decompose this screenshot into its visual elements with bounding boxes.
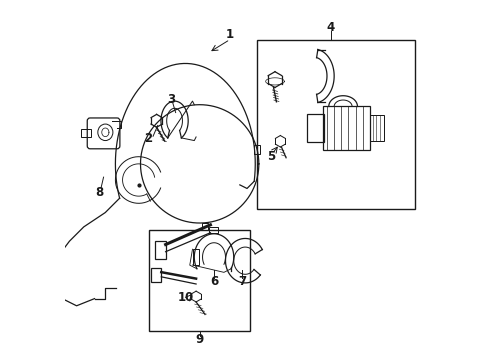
Bar (192, 249, 199, 265)
Bar (149, 230, 249, 330)
Text: 6: 6 (209, 275, 218, 288)
Text: 10: 10 (178, 291, 194, 304)
Text: 7: 7 (238, 275, 246, 288)
Bar (208, 227, 217, 233)
Bar (202, 223, 207, 230)
Bar (369, 116, 384, 140)
Bar (257, 40, 414, 209)
Text: 3: 3 (166, 93, 175, 106)
Text: 9: 9 (195, 333, 203, 346)
Bar (306, 114, 324, 142)
Text: 1: 1 (225, 28, 234, 41)
Text: 2: 2 (144, 132, 152, 145)
Text: 5: 5 (267, 150, 275, 163)
Bar (151, 268, 161, 282)
Text: 8: 8 (95, 186, 103, 199)
Bar (81, 129, 91, 137)
Bar (323, 107, 369, 149)
Text: 4: 4 (326, 21, 334, 34)
Bar (253, 145, 259, 154)
Bar (155, 241, 165, 259)
